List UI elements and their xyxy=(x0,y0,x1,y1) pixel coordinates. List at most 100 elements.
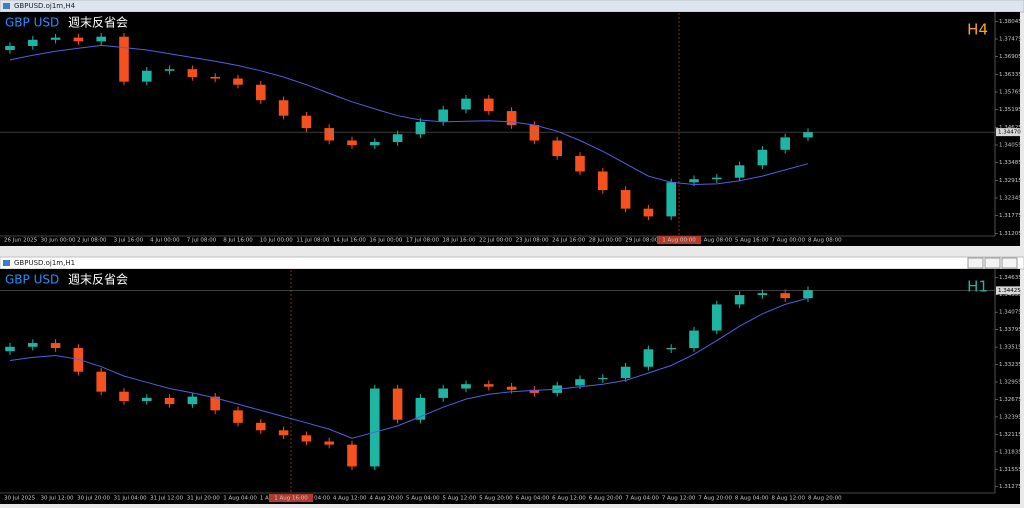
window-title-bar xyxy=(0,256,1024,270)
candle-body xyxy=(415,397,426,420)
x-tick-label: 5 Aug 16:00 xyxy=(735,238,769,244)
x-tick-label: 6 Aug 04:00 xyxy=(516,496,550,502)
y-tick-label: 1.34075 xyxy=(999,310,1022,316)
y-tick-label: 1.31205 xyxy=(999,231,1022,237)
x-tick-label: 16 Jul 00:00 xyxy=(369,238,402,244)
x-tick-label: 2 Jul 08:00 xyxy=(77,238,107,244)
candle-body xyxy=(757,149,768,166)
x-tick-label: 6 Aug 12:00 xyxy=(552,496,586,502)
candle-body xyxy=(529,125,540,141)
candle-body xyxy=(50,37,61,40)
x-tick-label: 5 Aug 12:00 xyxy=(443,496,477,502)
candle-body xyxy=(278,430,289,436)
y-tick-label: 1.33515 xyxy=(999,345,1022,351)
x-tick-label: 28 Jul 00:00 xyxy=(589,238,622,244)
x-tick-label: 8 Aug 12:00 xyxy=(771,496,805,502)
candle-body xyxy=(142,70,152,82)
candle-body xyxy=(233,410,243,423)
x-tick-label: 4 Aug 08:00 xyxy=(698,238,732,244)
x-tick-label: 31 Jul 20:00 xyxy=(187,496,220,502)
x-tick-label: 4 Aug 20:00 xyxy=(369,496,403,502)
y-tick-label: 1.31555 xyxy=(999,467,1022,473)
x-tick-label: 30 Jul 2025 xyxy=(4,496,36,502)
candle-body xyxy=(734,165,745,178)
candle-body xyxy=(484,384,494,387)
candle-body xyxy=(506,111,517,125)
candle-body xyxy=(484,98,494,112)
last-price-label: 1.34470 xyxy=(998,130,1021,136)
window-title-bar xyxy=(0,0,1024,13)
candle-body xyxy=(438,109,448,122)
candle-body xyxy=(689,179,699,183)
timeframe-label: H1 xyxy=(967,278,988,296)
x-tick-label: 23 Jul 08:00 xyxy=(516,238,549,244)
x-tick-label: 7 Aug 00:00 xyxy=(771,238,805,244)
candle-body xyxy=(461,384,471,389)
minimize-button[interactable] xyxy=(967,257,984,269)
window-icon xyxy=(3,3,10,9)
x-tick-label: 5 Aug 20:00 xyxy=(479,496,513,502)
candle-body xyxy=(347,444,357,467)
candle-body xyxy=(96,36,106,42)
candle-body xyxy=(803,132,813,138)
y-tick-label: 1.33795 xyxy=(999,327,1022,333)
y-tick-label: 1.35765 xyxy=(999,90,1022,96)
candle-body xyxy=(301,435,312,442)
x-tick-label: 6 Aug 20:00 xyxy=(589,496,623,502)
subtitle-label: 週末反省会 xyxy=(68,16,128,30)
candle-body xyxy=(119,36,129,82)
x-tick-label: 7 Aug 20:00 xyxy=(698,496,732,502)
candle-body xyxy=(347,140,357,146)
candle-body xyxy=(712,177,722,180)
candle-body xyxy=(392,134,403,143)
x-tick-label: 29 Jul 08:00 xyxy=(625,238,658,244)
chart-area xyxy=(0,12,1020,246)
candle-body xyxy=(301,115,312,129)
candle-body xyxy=(5,346,15,352)
candle-body xyxy=(780,293,790,299)
candle-body xyxy=(598,171,608,191)
candle-body xyxy=(256,422,266,431)
candle-body xyxy=(620,190,631,209)
candle-body xyxy=(598,377,608,380)
y-tick-label: 1.34625 xyxy=(999,125,1022,131)
symbol-label: GBP USD xyxy=(5,273,59,287)
maximize-button[interactable] xyxy=(984,257,1001,269)
candle-body xyxy=(324,128,334,141)
y-tick-label: 1.32955 xyxy=(999,380,1022,386)
candle-body xyxy=(415,121,426,135)
y-tick-label: 1.31775 xyxy=(999,213,1022,219)
candle-body xyxy=(142,397,152,402)
candle-body xyxy=(552,140,562,156)
candle-body xyxy=(643,349,654,367)
candle-body xyxy=(73,37,84,42)
subtitle-label: 週末反省会 xyxy=(68,273,128,287)
candle-body xyxy=(324,441,334,445)
candle-body xyxy=(119,391,129,402)
y-tick-label: 1.33235 xyxy=(999,362,1022,368)
candle-body xyxy=(712,304,722,331)
window-title: GBPUSD.oj1m,H1 xyxy=(14,259,75,267)
x-tick-label: 3 Jul 16:00 xyxy=(114,238,144,244)
candle-body xyxy=(757,293,768,296)
candle-body xyxy=(278,100,289,116)
x-tick-label: 7 Jul 08:00 xyxy=(187,238,217,244)
y-tick-label: 1.38045 xyxy=(999,19,1022,25)
chart-area xyxy=(0,269,1020,504)
x-tick-label: 31 Jul 12:00 xyxy=(150,496,183,502)
close-button[interactable] xyxy=(1001,257,1018,269)
x-tick-label: 14 Jul 16:00 xyxy=(333,238,366,244)
candle-body xyxy=(28,39,38,46)
candle-body xyxy=(666,348,676,350)
symbol-label: GBP USD xyxy=(5,16,59,30)
candle-body xyxy=(5,45,15,51)
x-tick-label: 18 Jul 16:00 xyxy=(443,238,476,244)
candle-body xyxy=(370,142,380,146)
x-tick-label: 4 Jul 00:00 xyxy=(150,238,180,244)
candle-body xyxy=(803,290,813,299)
y-tick-label: 1.36335 xyxy=(999,72,1022,78)
x-tick-label: 30 Jul 20:00 xyxy=(77,496,110,502)
last-price-box xyxy=(996,286,1020,295)
